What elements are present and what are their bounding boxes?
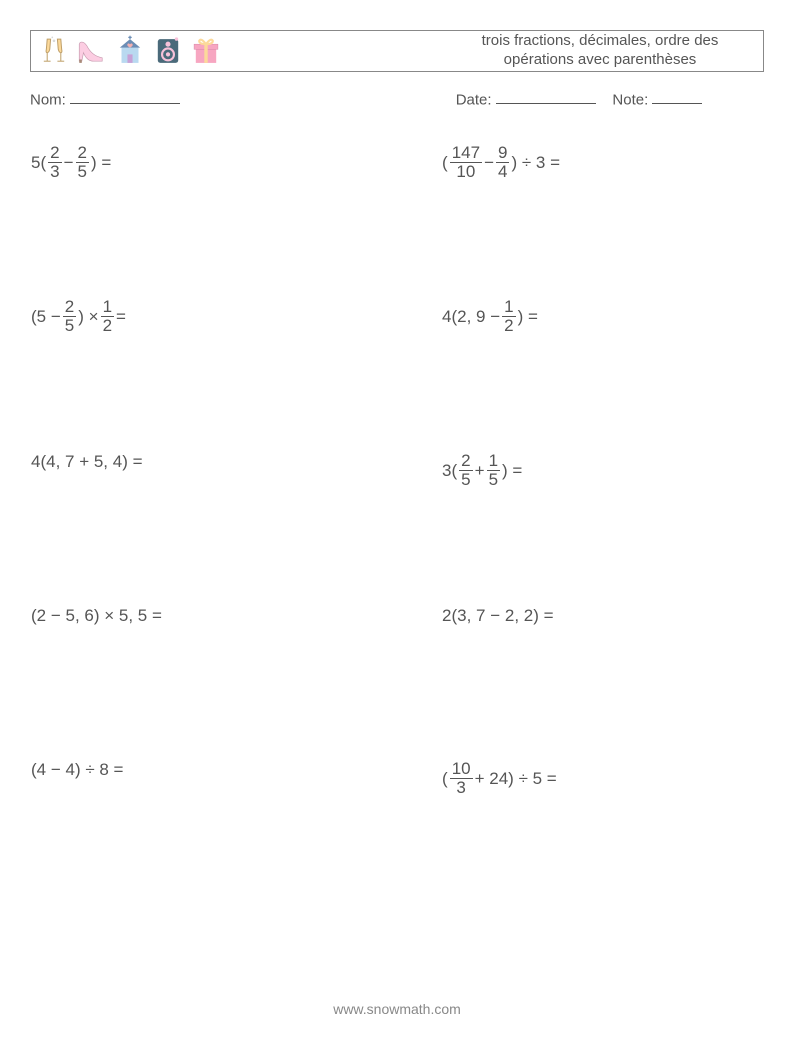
meta-row: Nom: Date: Note: xyxy=(30,90,764,108)
problem-cell: 4(2, 9 − 12) = xyxy=(441,298,764,335)
math-expression: (5 − 25) × 12 = xyxy=(30,298,127,335)
problem-cell: 2(3, 7 − 2, 2) = xyxy=(441,606,764,626)
denominator: 4 xyxy=(496,163,509,181)
denominator: 3 xyxy=(454,779,467,797)
problems-grid: 5(23 − 25) = ( 14710 − 94 ) ÷ 3 = (5 − 25)… xyxy=(30,132,764,902)
numerator: 2 xyxy=(76,144,89,162)
problem-row: (4 − 4) ÷ 8 = ( 103 + 24) ÷ 5 = xyxy=(30,748,764,902)
date-blank xyxy=(496,90,596,104)
title-line-1: trois fractions, décimales, ordre des xyxy=(482,32,719,49)
speaker-icon xyxy=(151,34,185,68)
math-expression: 4(4, 7 + 5, 4) = xyxy=(30,452,144,472)
name-blank xyxy=(70,90,180,104)
denominator: 2 xyxy=(502,317,515,335)
name-label: Nom: xyxy=(30,91,66,108)
math-expression: 3(25 + 15) = xyxy=(441,452,523,489)
champagne-glasses-icon xyxy=(37,34,71,68)
problem-cell: ( 14710 − 94 ) ÷ 3 = xyxy=(441,144,764,181)
math-expression: 4(2, 9 − 12) = xyxy=(441,298,539,335)
note-label: Note: xyxy=(612,91,648,108)
fraction: 14710 xyxy=(450,144,482,181)
numerator: 2 xyxy=(459,452,472,470)
fraction: 25 xyxy=(76,144,89,181)
fraction: 15 xyxy=(487,452,500,489)
fraction: 12 xyxy=(101,298,114,335)
problem-cell: 4(4, 7 + 5, 4) = xyxy=(30,452,441,472)
math-expression: 5(23 − 25) = xyxy=(30,144,112,181)
math-expression: 2(3, 7 − 2, 2) = xyxy=(441,606,555,626)
denominator: 5 xyxy=(63,317,76,335)
math-expression: (4 − 4) ÷ 8 = xyxy=(30,760,125,780)
church-icon xyxy=(113,34,147,68)
numerator: 147 xyxy=(450,144,482,162)
worksheet-header: trois fractions, décimales, ordre des op… xyxy=(30,30,764,72)
problem-cell: (5 − 25) × 12 = xyxy=(30,298,441,335)
problem-cell: ( 103 + 24) ÷ 5 = xyxy=(441,760,764,797)
denominator: 2 xyxy=(101,317,114,335)
denominator: 5 xyxy=(76,163,89,181)
high-heel-icon xyxy=(75,34,109,68)
numerator: 2 xyxy=(63,298,76,316)
numerator: 9 xyxy=(496,144,509,162)
math-expression: ( 14710 − 94 ) ÷ 3 = xyxy=(441,144,561,181)
fraction: 25 xyxy=(459,452,472,489)
problem-row: 4(4, 7 + 5, 4) = 3(25 + 15) = xyxy=(30,440,764,594)
worksheet-title: trois fractions, décimales, ordre des op… xyxy=(449,32,759,70)
numerator: 1 xyxy=(101,298,114,316)
numerator: 10 xyxy=(450,760,473,778)
fraction: 23 xyxy=(48,144,61,181)
problem-row: (5 − 25) × 12 = 4(2, 9 − 12) = xyxy=(30,286,764,440)
fraction: 103 xyxy=(450,760,473,797)
numerator: 1 xyxy=(487,452,500,470)
denominator: 3 xyxy=(48,163,61,181)
problem-cell: 5(23 − 25) = xyxy=(30,144,441,181)
denominator: 5 xyxy=(459,471,472,489)
problem-row: 5(23 − 25) = ( 14710 − 94 ) ÷ 3 = xyxy=(30,132,764,286)
date-label: Date: xyxy=(456,91,492,108)
fraction: 12 xyxy=(502,298,515,335)
numerator: 2 xyxy=(48,144,61,162)
math-expression: ( 103 + 24) ÷ 5 = xyxy=(441,760,558,797)
header-icons xyxy=(37,34,223,68)
problem-cell: (2 − 5, 6) × 5, 5 = xyxy=(30,606,441,626)
denominator: 5 xyxy=(487,471,500,489)
problem-cell: (4 − 4) ÷ 8 = xyxy=(30,760,441,780)
numerator: 1 xyxy=(502,298,515,316)
footer-url: www.snowmath.com xyxy=(0,1001,794,1017)
note-blank xyxy=(652,90,702,104)
title-line-2: opérations avec parenthèses xyxy=(504,51,697,68)
problem-row: (2 − 5, 6) × 5, 5 = 2(3, 7 − 2, 2) = xyxy=(30,594,764,748)
fraction: 25 xyxy=(63,298,76,335)
fraction: 94 xyxy=(496,144,509,181)
math-expression: (2 − 5, 6) × 5, 5 = xyxy=(30,606,163,626)
gift-icon xyxy=(189,34,223,68)
denominator: 10 xyxy=(454,163,477,181)
problem-cell: 3(25 + 15) = xyxy=(441,452,764,489)
